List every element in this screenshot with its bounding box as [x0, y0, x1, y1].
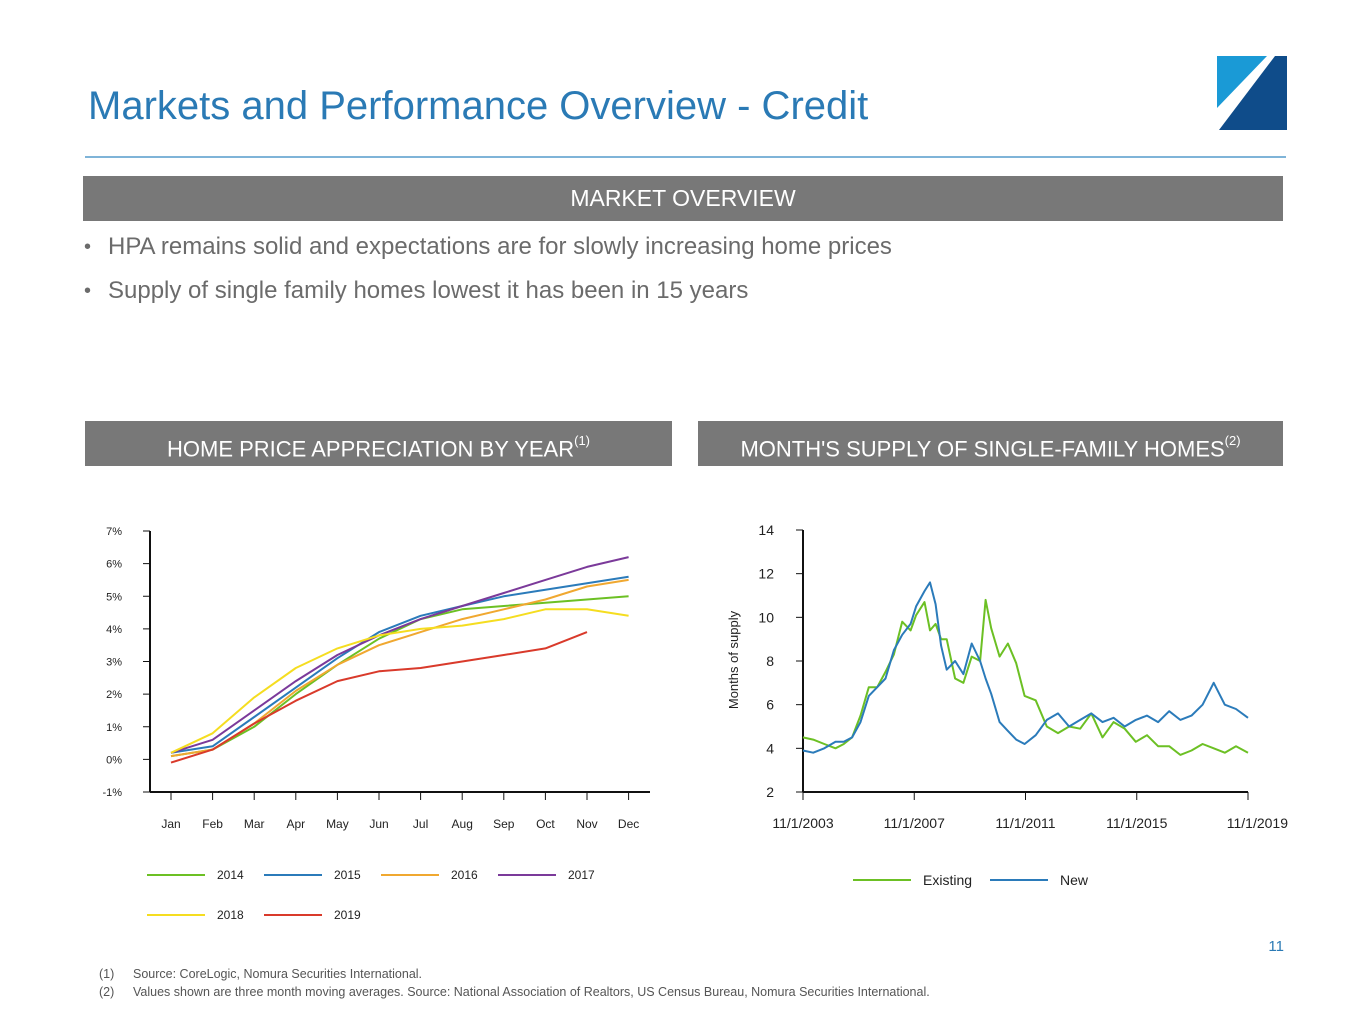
- supply-chart-header: MONTH'S SUPPLY OF SINGLE-FAMILY HOMES(2): [698, 421, 1283, 466]
- supply-line-chart: 2 4 6 8 10 12 14 11/1/2003 11/1/2007 11/1/2011 11/…: [726, 522, 1288, 888]
- legend-label-2015: 2015: [334, 868, 361, 882]
- bullet-icon: •: [84, 280, 92, 302]
- x-tick-label: Jun: [369, 817, 388, 831]
- hpa-chart-header: HOME PRICE APPRECIATION BY YEAR(1): [85, 421, 672, 466]
- overview-bullet: • Supply of single family homes lowest i…: [84, 274, 892, 318]
- footnote-text: Source: CoreLogic, Nomura Securities Int…: [133, 967, 423, 981]
- x-tick-label: Aug: [452, 817, 473, 831]
- legend-label-2014: 2014: [217, 868, 244, 882]
- y-tick-label: 3%: [106, 657, 122, 669]
- y-tick-label: -1%: [102, 787, 122, 799]
- series-line-2019: [170, 631, 588, 764]
- series-line-2017: [170, 556, 629, 754]
- y-tick-label: 5%: [106, 591, 122, 603]
- series-line-Existing: [802, 598, 1249, 756]
- x-tick-label: Jan: [161, 817, 180, 831]
- x-tick-label: May: [326, 817, 349, 831]
- footnote-mark: (1): [99, 967, 115, 981]
- x-tick-label: 11/1/2015: [1106, 815, 1167, 831]
- x-tick-label: Feb: [202, 817, 223, 831]
- logo-dark-shape: [1219, 56, 1287, 130]
- legend-label-2016: 2016: [451, 868, 478, 882]
- x-tick-label: Dec: [618, 817, 639, 831]
- y-tick-label: 4%: [106, 624, 122, 636]
- x-tick-label: 11/1/2003: [772, 815, 833, 831]
- y-tick-label: 0%: [106, 754, 122, 766]
- supply-chart-header-label: MONTH'S SUPPLY OF SINGLE-FAMILY HOMES: [740, 436, 1225, 462]
- x-tick-label: Sep: [493, 817, 515, 831]
- y-axis-title: Months of supply: [726, 610, 741, 709]
- company-logo: [1217, 56, 1287, 130]
- y-tick-label: 7%: [106, 526, 122, 538]
- y-tick-label: 6%: [106, 559, 122, 571]
- overview-bullet-list: • HPA remains solid and expectations are…: [84, 230, 892, 318]
- series-line-2014: [170, 595, 629, 758]
- series-line-2016: [170, 578, 629, 758]
- y-tick-label: 12: [758, 566, 774, 582]
- title-divider: [85, 156, 1286, 158]
- page-title: Markets and Performance Overview - Credi…: [88, 84, 869, 128]
- legend-label-existing: Existing: [923, 872, 972, 888]
- legend-label-new: New: [1060, 872, 1089, 888]
- hpa-chart-footnote-ref: (1): [574, 433, 590, 448]
- x-tick-label: 11/1/2011: [995, 815, 1055, 831]
- y-tick-label: 14: [758, 522, 774, 538]
- y-tick-label: 1%: [106, 722, 122, 734]
- y-tick-label: 2: [766, 784, 774, 800]
- supply-chart-footnote-ref: (2): [1224, 433, 1241, 448]
- overview-bullet-text: Supply of single family homes lowest it …: [108, 277, 749, 304]
- legend-label-2019: 2019: [334, 908, 361, 922]
- x-tick-label: Oct: [536, 817, 555, 831]
- footnote-mark: (2): [99, 985, 115, 999]
- footnote-text: Values shown are three month moving aver…: [133, 985, 930, 999]
- x-tick-label: Jul: [413, 817, 428, 831]
- bullet-icon: •: [84, 236, 92, 258]
- legend-label-2018: 2018: [217, 908, 244, 922]
- x-tick-label: Nov: [576, 817, 597, 831]
- series-line-2015: [170, 575, 629, 754]
- overview-bullet-text: HPA remains solid and expectations are f…: [108, 233, 892, 260]
- market-overview-header: MARKET OVERVIEW: [83, 176, 1283, 221]
- series-line-New: [802, 581, 1249, 754]
- legend-label-2017: 2017: [568, 868, 595, 882]
- y-tick-label: 4: [766, 740, 774, 756]
- hpa-chart-header-label: HOME PRICE APPRECIATION BY YEAR: [167, 436, 575, 462]
- x-tick-label: Mar: [244, 817, 265, 831]
- overview-bullet: • HPA remains solid and expectations are…: [84, 230, 892, 274]
- y-tick-label: 6: [766, 697, 774, 713]
- y-tick-label: 10: [758, 609, 774, 625]
- x-tick-label: 11/1/2019: [1227, 815, 1288, 831]
- page-number: 11: [1268, 938, 1284, 955]
- hpa-line-chart: -1% 0% 1% 2% 3% 4% 5% 6% 7% Jan Feb Mar Apr May Jun Jul…: [102, 526, 650, 922]
- footnotes: (1) Source: CoreLogic, Nomura Securities …: [99, 965, 930, 1001]
- y-tick-label: 2%: [106, 689, 122, 701]
- series-line-2018: [170, 608, 629, 754]
- x-tick-label: Apr: [286, 817, 305, 831]
- y-tick-label: 8: [766, 653, 774, 669]
- footnote: (2) Values shown are three month moving a…: [99, 983, 930, 1001]
- footnote: (1) Source: CoreLogic, Nomura Securities …: [99, 965, 930, 983]
- logo-light-shape: [1217, 56, 1267, 108]
- x-tick-label: 11/1/2007: [884, 815, 945, 831]
